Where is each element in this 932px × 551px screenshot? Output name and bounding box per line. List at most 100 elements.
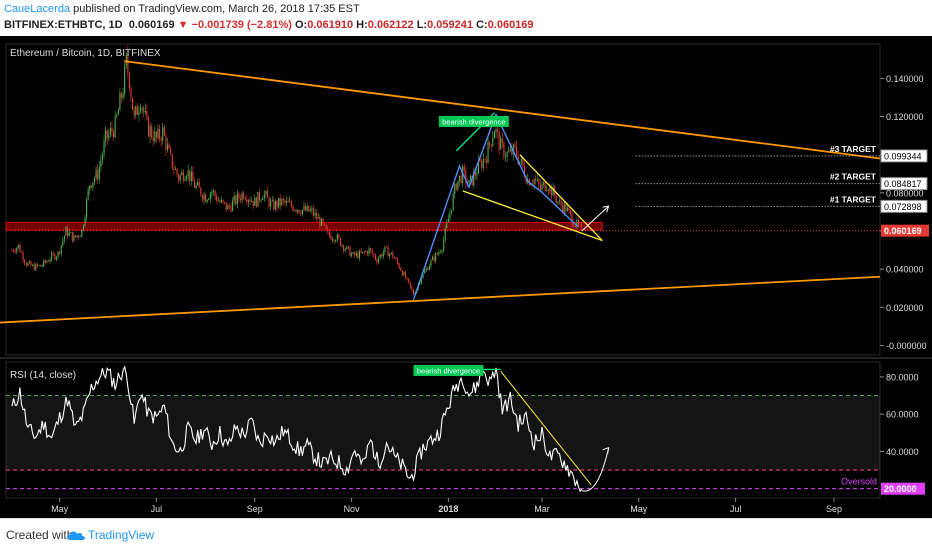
candle-body bbox=[557, 201, 559, 203]
chart-area[interactable]: bearish divergence RSI (14, close) #3 TAR… bbox=[0, 36, 932, 518]
candle-body bbox=[565, 203, 567, 212]
candle-body bbox=[30, 261, 32, 266]
candle-body bbox=[581, 224, 583, 227]
time-tick-label: Jul bbox=[151, 504, 163, 514]
candle-body bbox=[495, 129, 497, 132]
candle-body bbox=[187, 170, 189, 177]
candle-body bbox=[62, 240, 64, 246]
price-change: ▼ −0.001739 (−2.81%) bbox=[177, 19, 292, 31]
candle-body bbox=[132, 98, 134, 110]
candle-body bbox=[519, 161, 521, 164]
target-label: #3 TARGET bbox=[830, 144, 877, 154]
time-tick-label: Sep bbox=[247, 504, 263, 514]
price-tick-label: 0.020000 bbox=[886, 303, 924, 313]
rsi-line bbox=[11, 365, 583, 493]
low-value: 0.059241 bbox=[427, 19, 473, 31]
candle-body bbox=[200, 187, 202, 196]
candle-body bbox=[106, 130, 108, 139]
candle-body bbox=[447, 218, 449, 223]
candle-body bbox=[401, 270, 403, 276]
candle-body bbox=[174, 168, 176, 170]
candle-body bbox=[19, 244, 21, 252]
candle-body bbox=[328, 231, 330, 236]
open-label: O: bbox=[294, 19, 308, 31]
candle-body bbox=[295, 210, 297, 212]
oversold-value-label: 20.0000 bbox=[884, 484, 917, 494]
candle-body bbox=[278, 197, 280, 208]
candle-body bbox=[141, 107, 143, 109]
candle-body bbox=[219, 200, 221, 203]
close-value: 0.060169 bbox=[487, 19, 534, 31]
author-link[interactable]: CaueLacerda bbox=[4, 3, 71, 15]
candle-body bbox=[179, 174, 181, 181]
candle-body bbox=[49, 259, 51, 262]
candle-body bbox=[28, 261, 31, 263]
time-tick-label: Sep bbox=[826, 504, 842, 514]
candle-body bbox=[492, 138, 494, 146]
candle-body bbox=[438, 251, 440, 255]
candle-body bbox=[81, 229, 83, 237]
candle-body bbox=[333, 239, 335, 242]
wedge-upper-line bbox=[519, 154, 603, 241]
candle-body bbox=[546, 189, 548, 191]
candle-body bbox=[497, 129, 499, 132]
candle-body bbox=[300, 212, 302, 215]
candle-body bbox=[263, 194, 265, 199]
target-value-box bbox=[880, 177, 928, 191]
candle-body bbox=[322, 218, 324, 224]
candle-body bbox=[362, 251, 364, 253]
candle-body bbox=[239, 198, 242, 201]
candle-body bbox=[192, 171, 194, 182]
candle-body bbox=[274, 201, 276, 210]
time-tick-label: Jul bbox=[730, 504, 742, 514]
lower-trendline bbox=[0, 275, 881, 324]
candle-body bbox=[262, 198, 264, 200]
candle-body bbox=[238, 193, 240, 199]
candle-body bbox=[184, 179, 186, 181]
candle-body bbox=[308, 205, 310, 212]
candle-body bbox=[89, 185, 91, 190]
candle-body bbox=[385, 246, 388, 248]
candle-body bbox=[327, 229, 329, 232]
candle-body bbox=[266, 191, 269, 198]
candle-body bbox=[130, 88, 132, 99]
candle-body bbox=[54, 254, 56, 260]
candle-body bbox=[444, 228, 446, 240]
candle-body bbox=[454, 183, 456, 194]
candle-body bbox=[282, 199, 284, 201]
candle-body bbox=[538, 179, 540, 185]
candle-body bbox=[255, 197, 257, 207]
candle-body bbox=[411, 286, 413, 290]
candle-body bbox=[576, 220, 578, 227]
rsi-annotation-box bbox=[413, 365, 484, 376]
candle-body bbox=[331, 239, 334, 241]
candle-body bbox=[20, 251, 23, 253]
candle-body bbox=[260, 199, 262, 201]
drawing-overlays: #3 TARGET #2 TARGET #1 TARGET bearish diver… bbox=[0, 48, 881, 324]
tradingview-link[interactable]: TradingView bbox=[88, 528, 155, 542]
candle-body bbox=[397, 259, 399, 264]
candle-body bbox=[152, 137, 154, 142]
candle-body bbox=[168, 144, 170, 149]
candle-body bbox=[485, 159, 488, 164]
candle-body bbox=[208, 199, 210, 201]
candle-body bbox=[430, 260, 432, 267]
candle-body bbox=[351, 253, 353, 257]
candle-body bbox=[138, 111, 140, 115]
candle-body bbox=[516, 146, 518, 157]
candle-body bbox=[151, 126, 153, 138]
candle-body bbox=[40, 264, 42, 267]
candle-body bbox=[76, 235, 78, 238]
candle-body bbox=[563, 203, 565, 213]
candle-body bbox=[57, 251, 59, 257]
candle-body bbox=[79, 236, 81, 238]
candle-body bbox=[258, 191, 261, 201]
price-tick-label: -0.000000 bbox=[886, 341, 927, 351]
candle-body bbox=[558, 200, 561, 202]
candle-body bbox=[324, 223, 326, 226]
candle-body bbox=[530, 184, 532, 186]
chart-canvas[interactable]: bearish divergence RSI (14, close) #3 TAR… bbox=[0, 36, 932, 518]
candle-body bbox=[146, 110, 148, 118]
candle-body bbox=[139, 107, 142, 112]
candle-body bbox=[120, 93, 123, 99]
